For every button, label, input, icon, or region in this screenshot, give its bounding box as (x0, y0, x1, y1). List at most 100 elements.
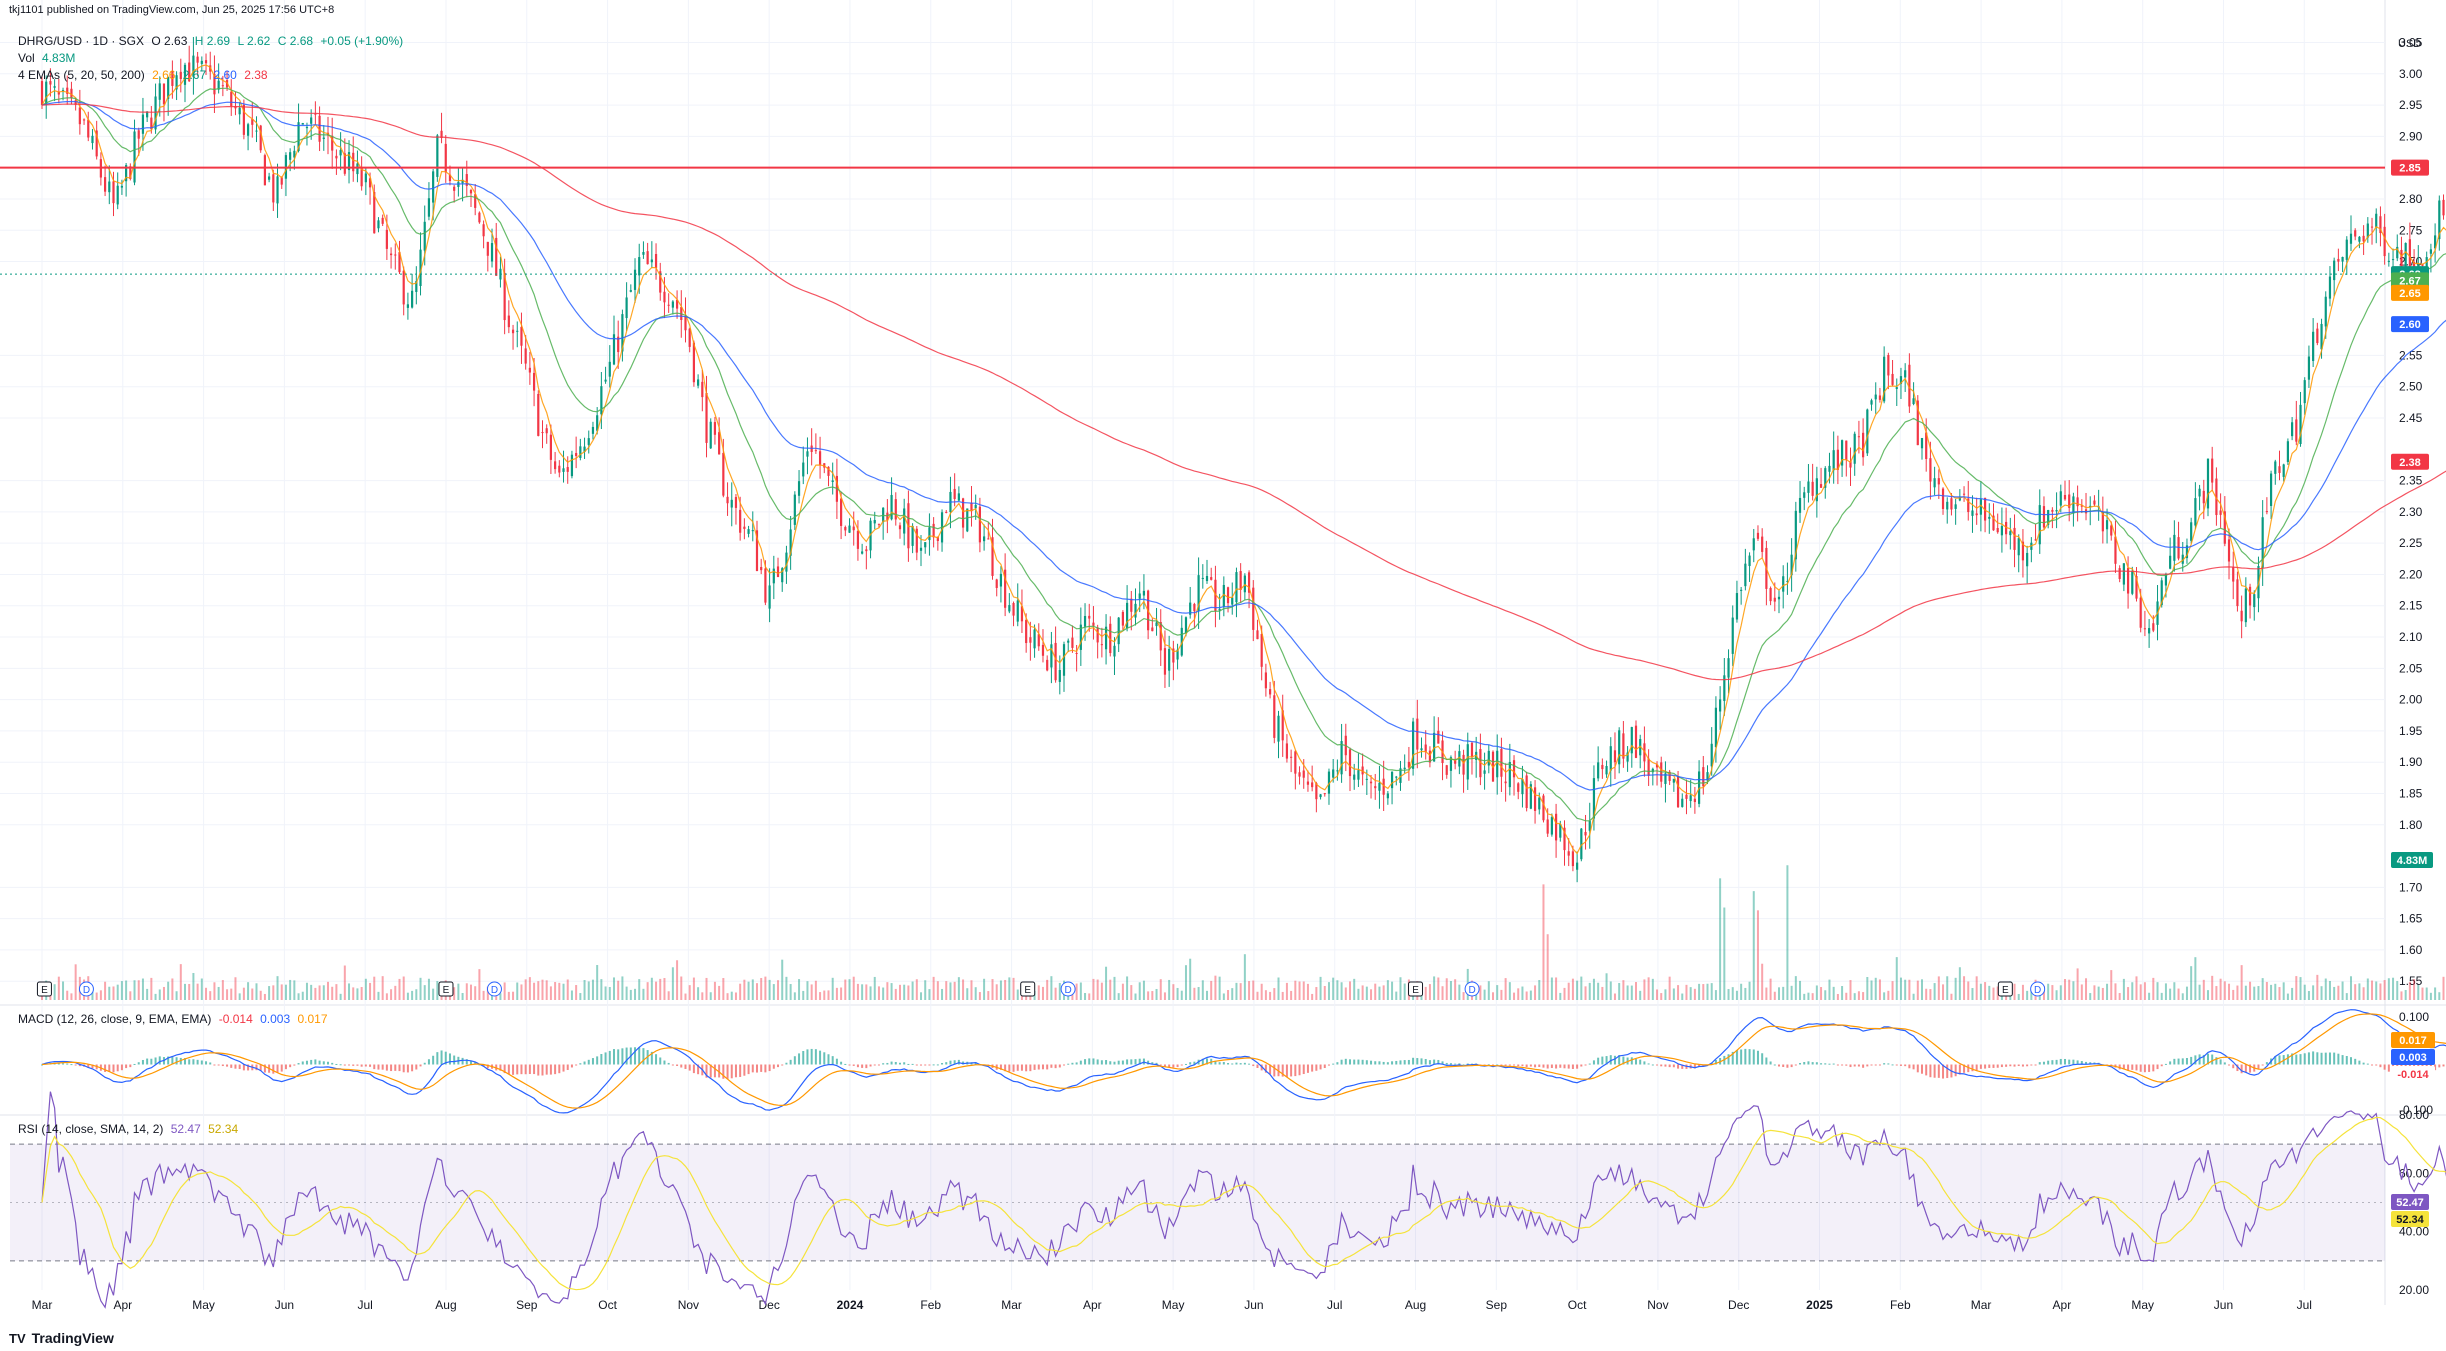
candle-body (2232, 567, 2235, 582)
volume-bar (1887, 990, 1890, 1000)
volume-bar (785, 976, 788, 1000)
candle-body (818, 451, 822, 465)
volume-bar (1126, 976, 1129, 1000)
volume-bar (66, 990, 69, 1000)
macd-histogram-bar (1222, 1062, 1225, 1065)
volume-bar (2181, 993, 2184, 1000)
candle-body (322, 137, 325, 139)
macd-histogram-bar (1041, 1064, 1044, 1070)
candle-body (1142, 590, 1146, 596)
macd-legend[interactable]: MACD (12, 26, close, 9, EMA, EMA) -0.014… (18, 1012, 332, 1026)
candle-body (2068, 494, 2071, 508)
volume-bar (188, 983, 191, 1000)
volume-bar (1092, 978, 1095, 1000)
time-tick-label: Apr (2053, 1298, 2072, 1312)
volume-bar (2076, 968, 2079, 1000)
macd-histogram-bar (1378, 1061, 1381, 1065)
candle-body (2236, 579, 2239, 607)
symbol-name[interactable]: DHRG/USD · 1D · SGX (18, 34, 145, 48)
volume-bar (2312, 985, 2315, 1000)
volume-bar (1227, 990, 1230, 1000)
volume-bar (920, 992, 923, 1000)
candle-body (1050, 644, 1053, 668)
price-tick-label: 2.10 (2399, 630, 2423, 644)
macd-histogram-bar (705, 1064, 708, 1078)
volume-bar (112, 986, 115, 1000)
symbol-legend[interactable]: DHRG/USD · 1D · SGX O 2.63 H 2.69 L 2.62… (18, 34, 407, 48)
macd-histogram-bar (2223, 1062, 2226, 1065)
volume-bar (2253, 986, 2256, 1000)
volume-bar (688, 985, 691, 1000)
volume-bar (398, 978, 401, 1000)
macd-histogram-bar (154, 1057, 157, 1065)
candle-body (1525, 775, 1528, 809)
volume-bar (482, 990, 485, 1000)
macd-histogram-bar (1424, 1058, 1427, 1065)
macd-histogram-bar (453, 1055, 456, 1065)
candle-body (2379, 216, 2382, 234)
volume-bar (1189, 958, 1192, 1000)
volume-bar (713, 981, 716, 1000)
candle-body (133, 131, 136, 183)
macd-histogram-bar (2110, 1064, 2113, 1066)
candle-body (1719, 699, 1722, 712)
volume-bar (284, 984, 287, 1000)
rsi-badge-label: 52.34 (2396, 1214, 2424, 1226)
macd-histogram-bar (305, 1060, 308, 1065)
macd-histogram-bar (1866, 1064, 1869, 1067)
macd-histogram-bar (1916, 1064, 1919, 1073)
macd-histogram-bar (2042, 1061, 2045, 1065)
candle-body (2337, 258, 2340, 262)
ema-legend[interactable]: 4 EMAs (5, 20, 50, 200) 2.66 2.67 2.60 2… (18, 68, 272, 82)
macd-histogram-bar (1815, 1062, 1818, 1065)
rsi-legend[interactable]: RSI (14, close, SMA, 14, 2) 52.47 52.34 (18, 1122, 242, 1136)
candle-body (188, 62, 191, 82)
volume-bar (2307, 991, 2310, 1000)
volume-bar (1315, 987, 1318, 1000)
volume-bar (1920, 979, 1923, 1000)
volume-bar (2282, 982, 2285, 1000)
volume-bar (2148, 992, 2151, 1000)
candle-body (1088, 615, 1091, 619)
candle-body (335, 155, 338, 159)
volume-bar (1635, 982, 1638, 1000)
candle-body (1878, 395, 1882, 400)
price-badge (2391, 316, 2429, 333)
volume-bar (1698, 983, 1701, 1000)
time-tick-label: Sep (516, 1298, 538, 1312)
candle-body (663, 291, 666, 303)
macd-histogram-bar (104, 1064, 107, 1072)
volume-bar (663, 978, 666, 1000)
candle-body (1294, 751, 1297, 774)
volume-bar (1437, 977, 1440, 1000)
volume-bar (528, 977, 531, 1000)
macd-histogram-bar (448, 1053, 451, 1065)
macd-histogram-bar (1580, 1064, 1583, 1067)
candle-body (1302, 770, 1305, 778)
macd-histogram-bar (301, 1061, 304, 1065)
volume-bar (966, 988, 969, 1000)
volume-bar (2206, 990, 2209, 1000)
macd-histogram-bar (1391, 1061, 1394, 1065)
volume-bar (116, 984, 119, 1000)
time-tick-label: Feb (920, 1298, 941, 1312)
volume-bar (1206, 990, 1209, 1000)
candle-body (2434, 235, 2437, 249)
candle-body (1588, 820, 1591, 831)
macd-histogram-bar (1601, 1056, 1604, 1065)
macd-histogram-bar (1189, 1062, 1192, 1065)
volume-bar (62, 981, 65, 1000)
macd-histogram-bar (1714, 1060, 1717, 1065)
candle-body (1908, 364, 1911, 407)
volume-bar (209, 991, 212, 1000)
macd-histogram-bar (1016, 1064, 1019, 1071)
volume-bar (1555, 977, 1558, 1000)
volume-bar (1424, 986, 1427, 1000)
macd-histogram-bar (659, 1057, 662, 1065)
volume-legend[interactable]: Vol 4.83M (18, 51, 79, 65)
macd-histogram-bar (1740, 1049, 1743, 1065)
candle-body (179, 71, 182, 79)
candle-body (2143, 628, 2147, 630)
candle-body (739, 509, 742, 533)
